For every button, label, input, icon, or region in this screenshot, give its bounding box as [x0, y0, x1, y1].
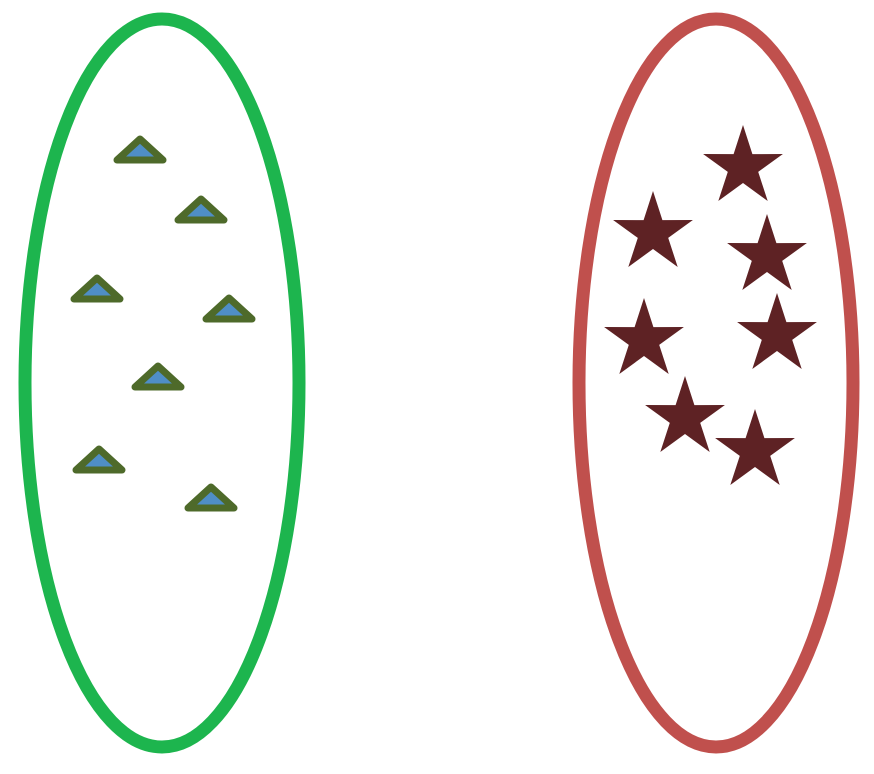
triangle-7	[184, 483, 238, 512]
star-5	[737, 293, 817, 369]
left-group-triangles	[70, 135, 256, 512]
left-group-oval	[18, 12, 306, 754]
triangle-3	[70, 274, 124, 303]
star-1	[703, 125, 783, 201]
star-6	[645, 376, 725, 452]
right-group-oval	[572, 12, 860, 754]
triangle-4	[202, 294, 256, 323]
star-7	[715, 409, 795, 485]
star-2	[613, 191, 693, 267]
right-group-stars	[604, 125, 817, 485]
star-3	[727, 214, 807, 290]
triangle-6	[72, 445, 126, 474]
triangle-2	[174, 195, 228, 224]
star-4	[604, 298, 684, 374]
triangle-1	[113, 135, 167, 164]
triangle-5	[131, 362, 185, 391]
